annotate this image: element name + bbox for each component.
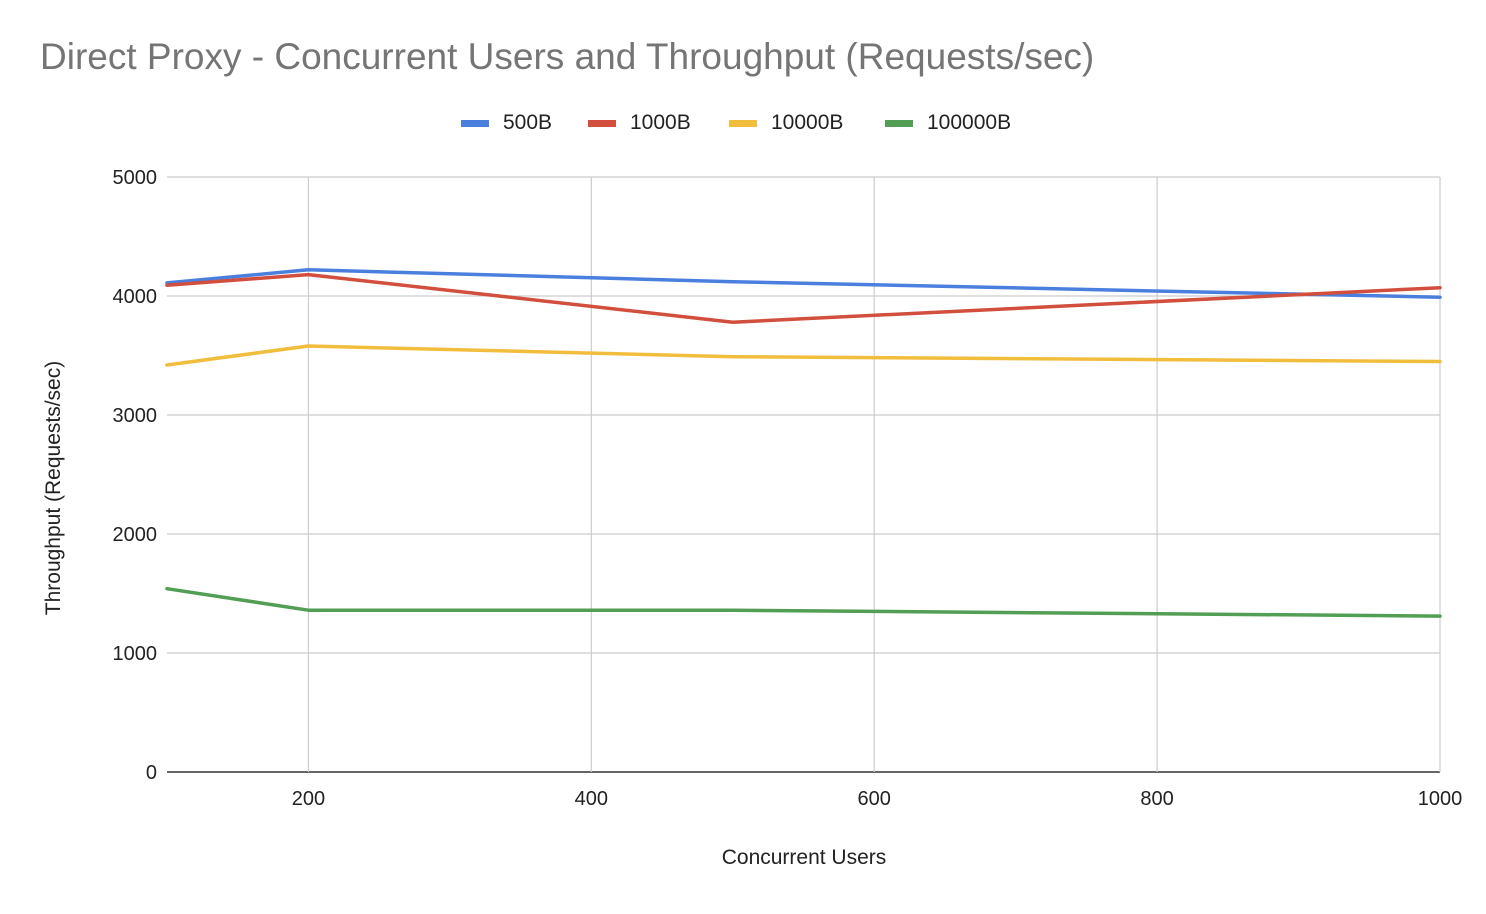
y-axis-title: Throughput (Requests/sec) (42, 361, 65, 615)
y-tick-label: 4000 (113, 286, 158, 308)
legend-item-100000b[interactable]: 100000B (885, 108, 1011, 138)
y-tick-label: 5000 (113, 167, 158, 189)
grid (167, 176, 1441, 773)
legend-label-1000b: 1000B (630, 111, 691, 134)
series-line-500b[interactable] (165, 268, 1442, 299)
legend-label-10000b: 10000B (771, 111, 844, 134)
x-tick-label: 400 (575, 788, 608, 810)
legend: 500B 1000B 10000B 100000B (0, 108, 1486, 138)
legend-item-10000b[interactable]: 10000B (729, 108, 843, 138)
y-tick-label: 3000 (113, 405, 158, 427)
x-axis-title: Concurrent Users (722, 846, 887, 869)
y-tick-label: 0 (146, 762, 157, 784)
legend-swatch-100000b (885, 119, 913, 127)
legend-swatch-1000b (588, 119, 616, 127)
legend-item-500b[interactable]: 500B (461, 108, 552, 138)
legend-label-100000b: 100000B (927, 111, 1012, 134)
series-line-1000b[interactable] (165, 272, 1442, 324)
legend-item-1000b[interactable]: 1000B (588, 108, 691, 138)
x-tick-label: 600 (858, 788, 891, 810)
x-tick-label: 800 (1140, 788, 1173, 810)
legend-swatch-500b (461, 119, 489, 127)
y-tick-label: 1000 (113, 643, 158, 665)
series-line-100000b[interactable] (165, 586, 1442, 618)
chart-title: Direct Proxy - Concurrent Users and Thro… (40, 36, 1095, 77)
series-line-10000b[interactable] (165, 344, 1442, 367)
x-tick-label: 200 (292, 788, 325, 810)
series-lines (165, 268, 1442, 618)
y-tick-label: 2000 (113, 524, 158, 546)
legend-label-500b: 500B (503, 111, 553, 134)
x-tick-label: 1000 (1418, 788, 1463, 810)
legend-swatch-10000b (729, 119, 757, 127)
tick-labels: 0 1000 2000 3000 4000 5000 200 400 600 800 1000 (113, 167, 1463, 810)
